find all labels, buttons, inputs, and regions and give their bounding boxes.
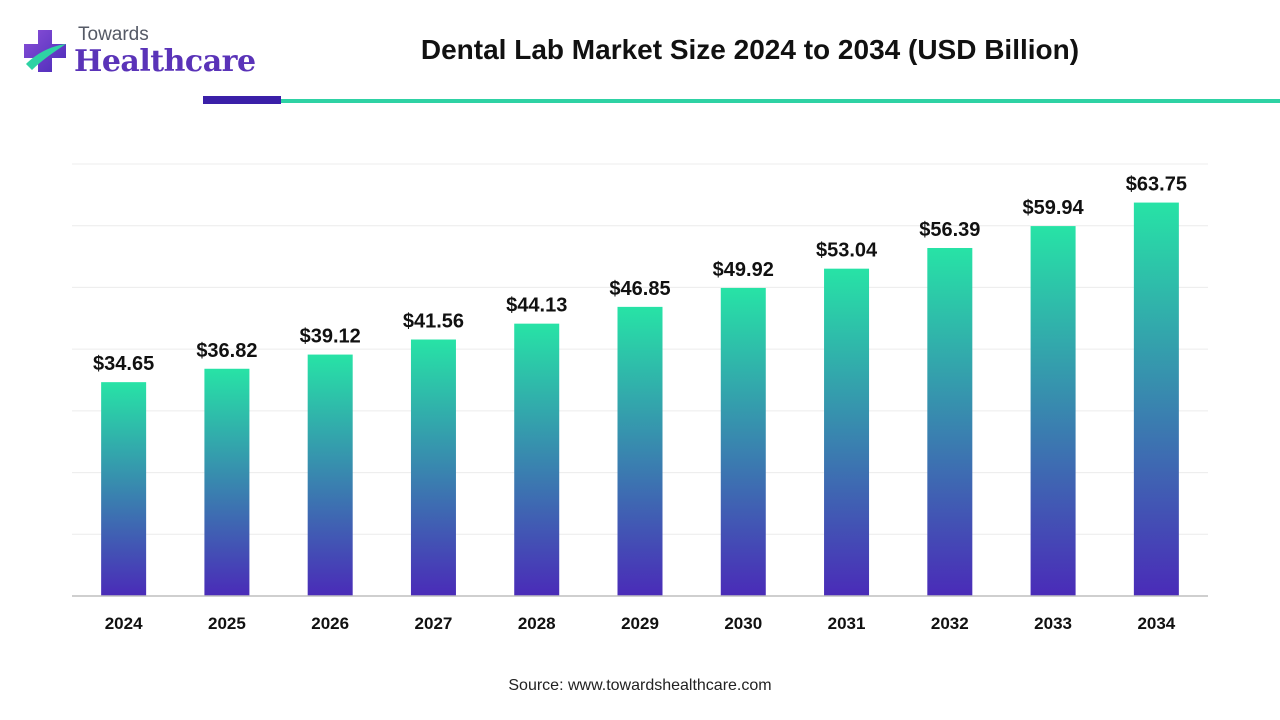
x-tick-2033: 2033 (1034, 614, 1072, 633)
value-label-2032: $56.39 (919, 219, 980, 241)
x-tick-2034: 2034 (1137, 614, 1175, 633)
x-tick-2024: 2024 (105, 614, 143, 633)
value-label-2031: $53.04 (816, 240, 878, 262)
x-tick-2025: 2025 (208, 614, 246, 633)
value-label-2026: $39.12 (300, 326, 361, 348)
value-label-2024: $34.65 (93, 353, 154, 375)
bar-2028 (514, 323, 560, 596)
bar-2030 (720, 287, 766, 596)
bar-2027 (410, 339, 456, 596)
bar-2034 (1133, 202, 1179, 597)
title-rule-accent (203, 96, 281, 104)
medical-cross-logo-icon (24, 30, 66, 72)
value-label-2027: $41.56 (403, 311, 464, 333)
bars (101, 202, 1179, 597)
x-tick-labels: 2024 2025 2026 2027 2028 2029 2030 2031 2032 2033… (105, 614, 1176, 633)
brand-logo: Towards Healthcare (20, 24, 256, 84)
bar-2026 (307, 354, 353, 596)
x-tick-2031: 2031 (828, 614, 866, 633)
x-tick-2029: 2029 (621, 614, 659, 633)
x-tick-2027: 2027 (415, 614, 453, 633)
value-label-2028: $44.13 (506, 295, 567, 317)
chart-title: Dental Lab Market Size 2024 to 2034 (USD… (420, 34, 1080, 65)
x-tick-2032: 2032 (931, 614, 969, 633)
bar-2033 (1030, 226, 1076, 596)
x-tick-2030: 2030 (724, 614, 762, 633)
value-label-2034: $63.75 (1126, 174, 1187, 196)
x-tick-2028: 2028 (518, 614, 556, 633)
bar-2025 (204, 368, 250, 596)
brand-name-top: Towards (78, 24, 149, 45)
value-label-2029: $46.85 (609, 278, 670, 300)
value-label-2025: $36.82 (196, 340, 257, 362)
source-note: Source: www.towardshealthcare.com (508, 677, 772, 694)
bar-2032 (927, 247, 973, 596)
brand-name-main: Healthcare (74, 44, 256, 79)
value-label-2030: $49.92 (713, 259, 774, 281)
bar-2029 (617, 306, 663, 596)
value-label-2033: $59.94 (1023, 197, 1085, 219)
x-tick-2026: 2026 (311, 614, 349, 633)
bar-2024 (101, 382, 147, 596)
title-rule (281, 99, 1280, 103)
value-labels: $34.65 $36.82 $39.12 $41.56 $44.13 $46.85 $49.… (93, 174, 1187, 376)
bar-2031 (824, 268, 870, 596)
